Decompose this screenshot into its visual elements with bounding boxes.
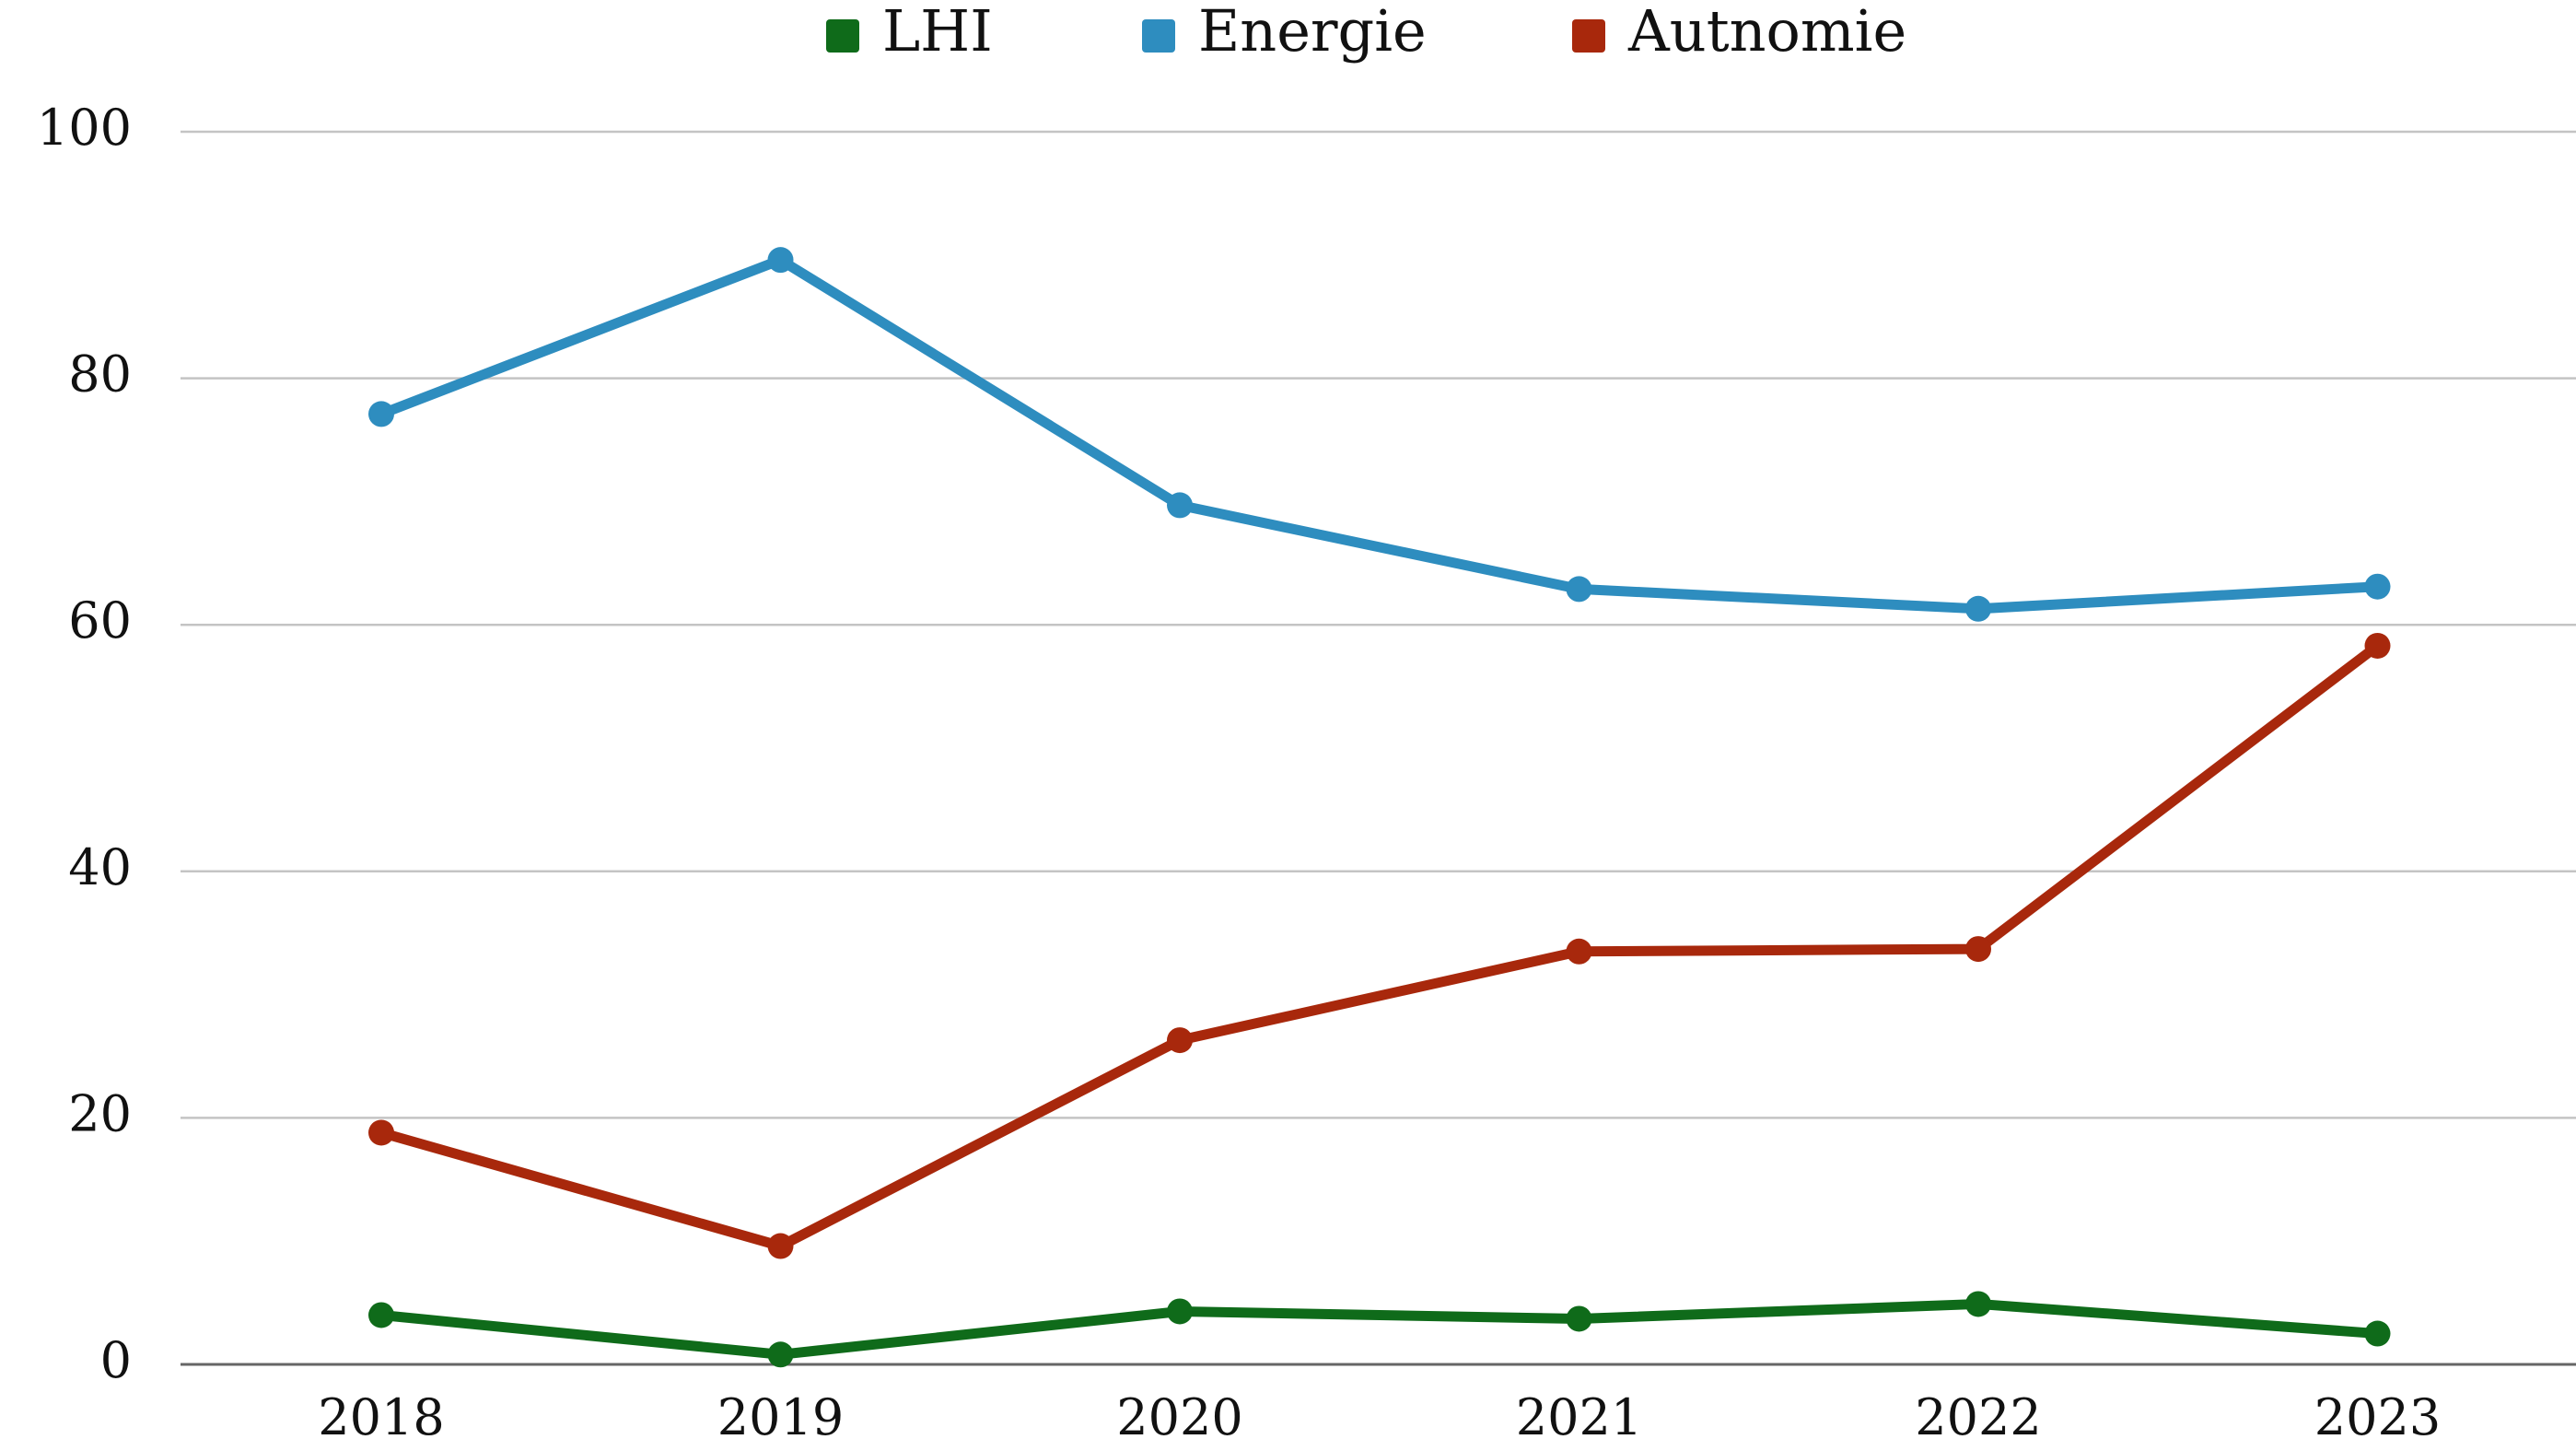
point — [1566, 1305, 1592, 1332]
y-tick-label: 0 — [100, 1331, 132, 1389]
y-tick-label: 100 — [37, 99, 132, 157]
point — [2364, 1320, 2391, 1347]
point — [1167, 492, 1193, 519]
legend-label: LHI — [882, 0, 993, 64]
point — [1965, 595, 1991, 622]
x-tick-label: 2020 — [1116, 1388, 1242, 1446]
y-tick-label: 80 — [68, 345, 132, 404]
point — [767, 1341, 794, 1368]
point — [767, 1233, 794, 1259]
x-tick-label: 2021 — [1516, 1388, 1642, 1446]
x-tick-label: 2023 — [2314, 1388, 2441, 1446]
legend-label: Autnomie — [1627, 0, 1906, 64]
x-tick-label: 2018 — [318, 1388, 444, 1446]
point — [2364, 632, 2391, 659]
point — [368, 1119, 394, 1146]
point — [1167, 1027, 1193, 1054]
series-line — [379, 254, 2378, 614]
point — [368, 401, 394, 427]
x-tick-label: 2019 — [717, 1388, 844, 1446]
y-tick-label: 20 — [68, 1084, 132, 1142]
y-tick-label: 60 — [68, 591, 132, 649]
point — [2364, 573, 2391, 600]
legend-label: Energie — [1198, 0, 1427, 64]
point — [368, 1302, 394, 1328]
series-line — [380, 1298, 2378, 1360]
point — [1566, 938, 1592, 965]
point — [767, 247, 794, 274]
y-tick-label: 40 — [68, 838, 132, 896]
x-tick-label: 2022 — [1915, 1388, 2041, 1446]
legend-swatch — [826, 19, 859, 53]
legend-swatch — [1572, 19, 1605, 53]
point — [1167, 1298, 1193, 1325]
point — [1965, 1291, 1991, 1317]
series-line — [379, 641, 2381, 1252]
legend-swatch — [1142, 19, 1175, 53]
point — [1965, 936, 1991, 963]
point — [1566, 576, 1592, 603]
